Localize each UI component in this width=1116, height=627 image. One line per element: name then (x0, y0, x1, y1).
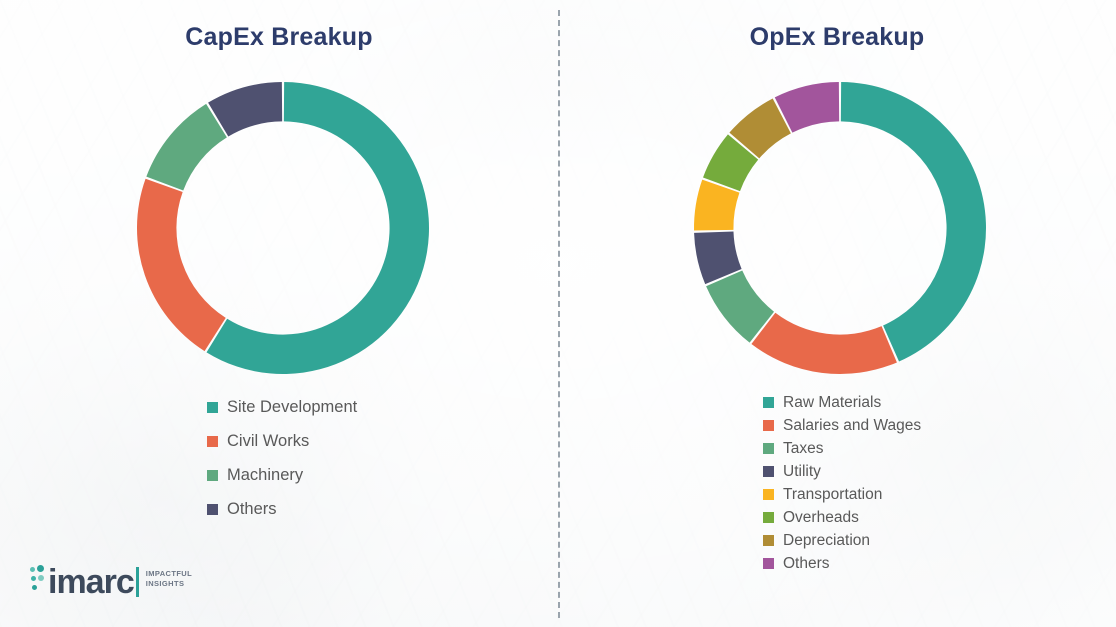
donut-slice (703, 134, 759, 192)
legend-item[interactable]: Others (763, 552, 921, 575)
logo-tagline-line2: INSIGHTS (145, 579, 185, 588)
logo-tagline-line1: IMPACTFUL (145, 569, 193, 578)
legend-item-label: Taxes (783, 439, 824, 457)
donut-slice (694, 231, 742, 285)
panel-divider (558, 10, 560, 618)
legend-item[interactable]: Transportation (763, 483, 921, 506)
opex-donut-svg (694, 82, 986, 374)
logo-tagline: IMPACTFUL INSIGHTS (146, 569, 192, 589)
logo-bar-icon (135, 567, 139, 597)
donut-slice (694, 179, 740, 231)
legend-swatch-icon (207, 401, 218, 413)
legend-item-label: Machinery (227, 465, 304, 484)
donut-slice (774, 82, 840, 133)
capex-slice-group (137, 82, 429, 374)
capex-panel: CapEx Breakup Site Development Civil Work… (133, 23, 433, 526)
legend-item[interactable]: Depreciation (763, 529, 921, 552)
donut-slice (137, 178, 226, 352)
capex-chart-title: CapEx Breakup (185, 23, 373, 51)
legend-swatch-icon (763, 535, 774, 546)
donut-slice (146, 103, 227, 191)
legend-swatch-icon (763, 397, 774, 408)
legend-item[interactable]: Civil Works (207, 424, 357, 458)
legend-item-label: Site Development (227, 397, 358, 416)
capex-legend: Site Development Civil Works Machinery Othe… (207, 390, 357, 526)
legend-item-label: Civil Works (227, 431, 310, 450)
legend-item[interactable]: Site Development (207, 390, 357, 424)
legend-item-label: Raw Materials (783, 393, 882, 411)
donut-slice (751, 312, 897, 374)
legend-swatch-icon (763, 558, 774, 569)
legend-item[interactable]: Others (207, 492, 357, 526)
donut-slice (729, 98, 791, 159)
legend-item-label: Utility (783, 462, 821, 480)
legend-item-label: Overheads (783, 508, 859, 526)
capex-donut-svg (137, 82, 429, 374)
legend-item-label: Others (783, 554, 830, 572)
legend-swatch-icon (763, 466, 774, 477)
legend-swatch-icon (763, 420, 774, 431)
opex-panel: OpEx Breakup Raw Materials Salaries and W… (558, 0, 1116, 627)
legend-item-label: Transportation (783, 485, 883, 503)
legend-item[interactable]: Machinery (207, 458, 357, 492)
legend-item[interactable]: Raw Materials (763, 391, 921, 414)
legend-swatch-icon (763, 512, 774, 523)
donut-slice (208, 82, 283, 137)
donut-slice (706, 270, 775, 343)
legend-swatch-icon (207, 469, 218, 481)
donut-slice (206, 82, 429, 374)
legend-item-label: Salaries and Wages (783, 416, 922, 434)
opex-slice-group (694, 82, 986, 374)
legend-swatch-icon (207, 503, 218, 515)
legend-item[interactable]: Utility (763, 460, 921, 483)
legend-swatch-icon (207, 435, 218, 447)
legend-item-label: Depreciation (783, 531, 871, 549)
legend-item[interactable]: Salaries and Wages (763, 414, 921, 437)
capex-donut-chart (133, 78, 433, 378)
legend-item[interactable]: Taxes (763, 437, 921, 460)
logo-wordmark: imarc (48, 563, 135, 601)
legend-item[interactable]: Overheads (763, 506, 921, 529)
legend-swatch-icon (763, 489, 774, 500)
imarc-logo: imarc IMPACTFUL INSIGHTS (30, 565, 192, 599)
opex-legend: Raw Materials Salaries and Wages Taxes Util… (763, 391, 921, 575)
opex-donut-chart (690, 78, 990, 378)
legend-item-label: Others (227, 499, 277, 518)
logo-dots-icon (30, 565, 46, 599)
donut-slice (840, 82, 986, 362)
legend-swatch-icon (763, 443, 774, 454)
opex-chart-title: OpEx Breakup (749, 23, 925, 51)
